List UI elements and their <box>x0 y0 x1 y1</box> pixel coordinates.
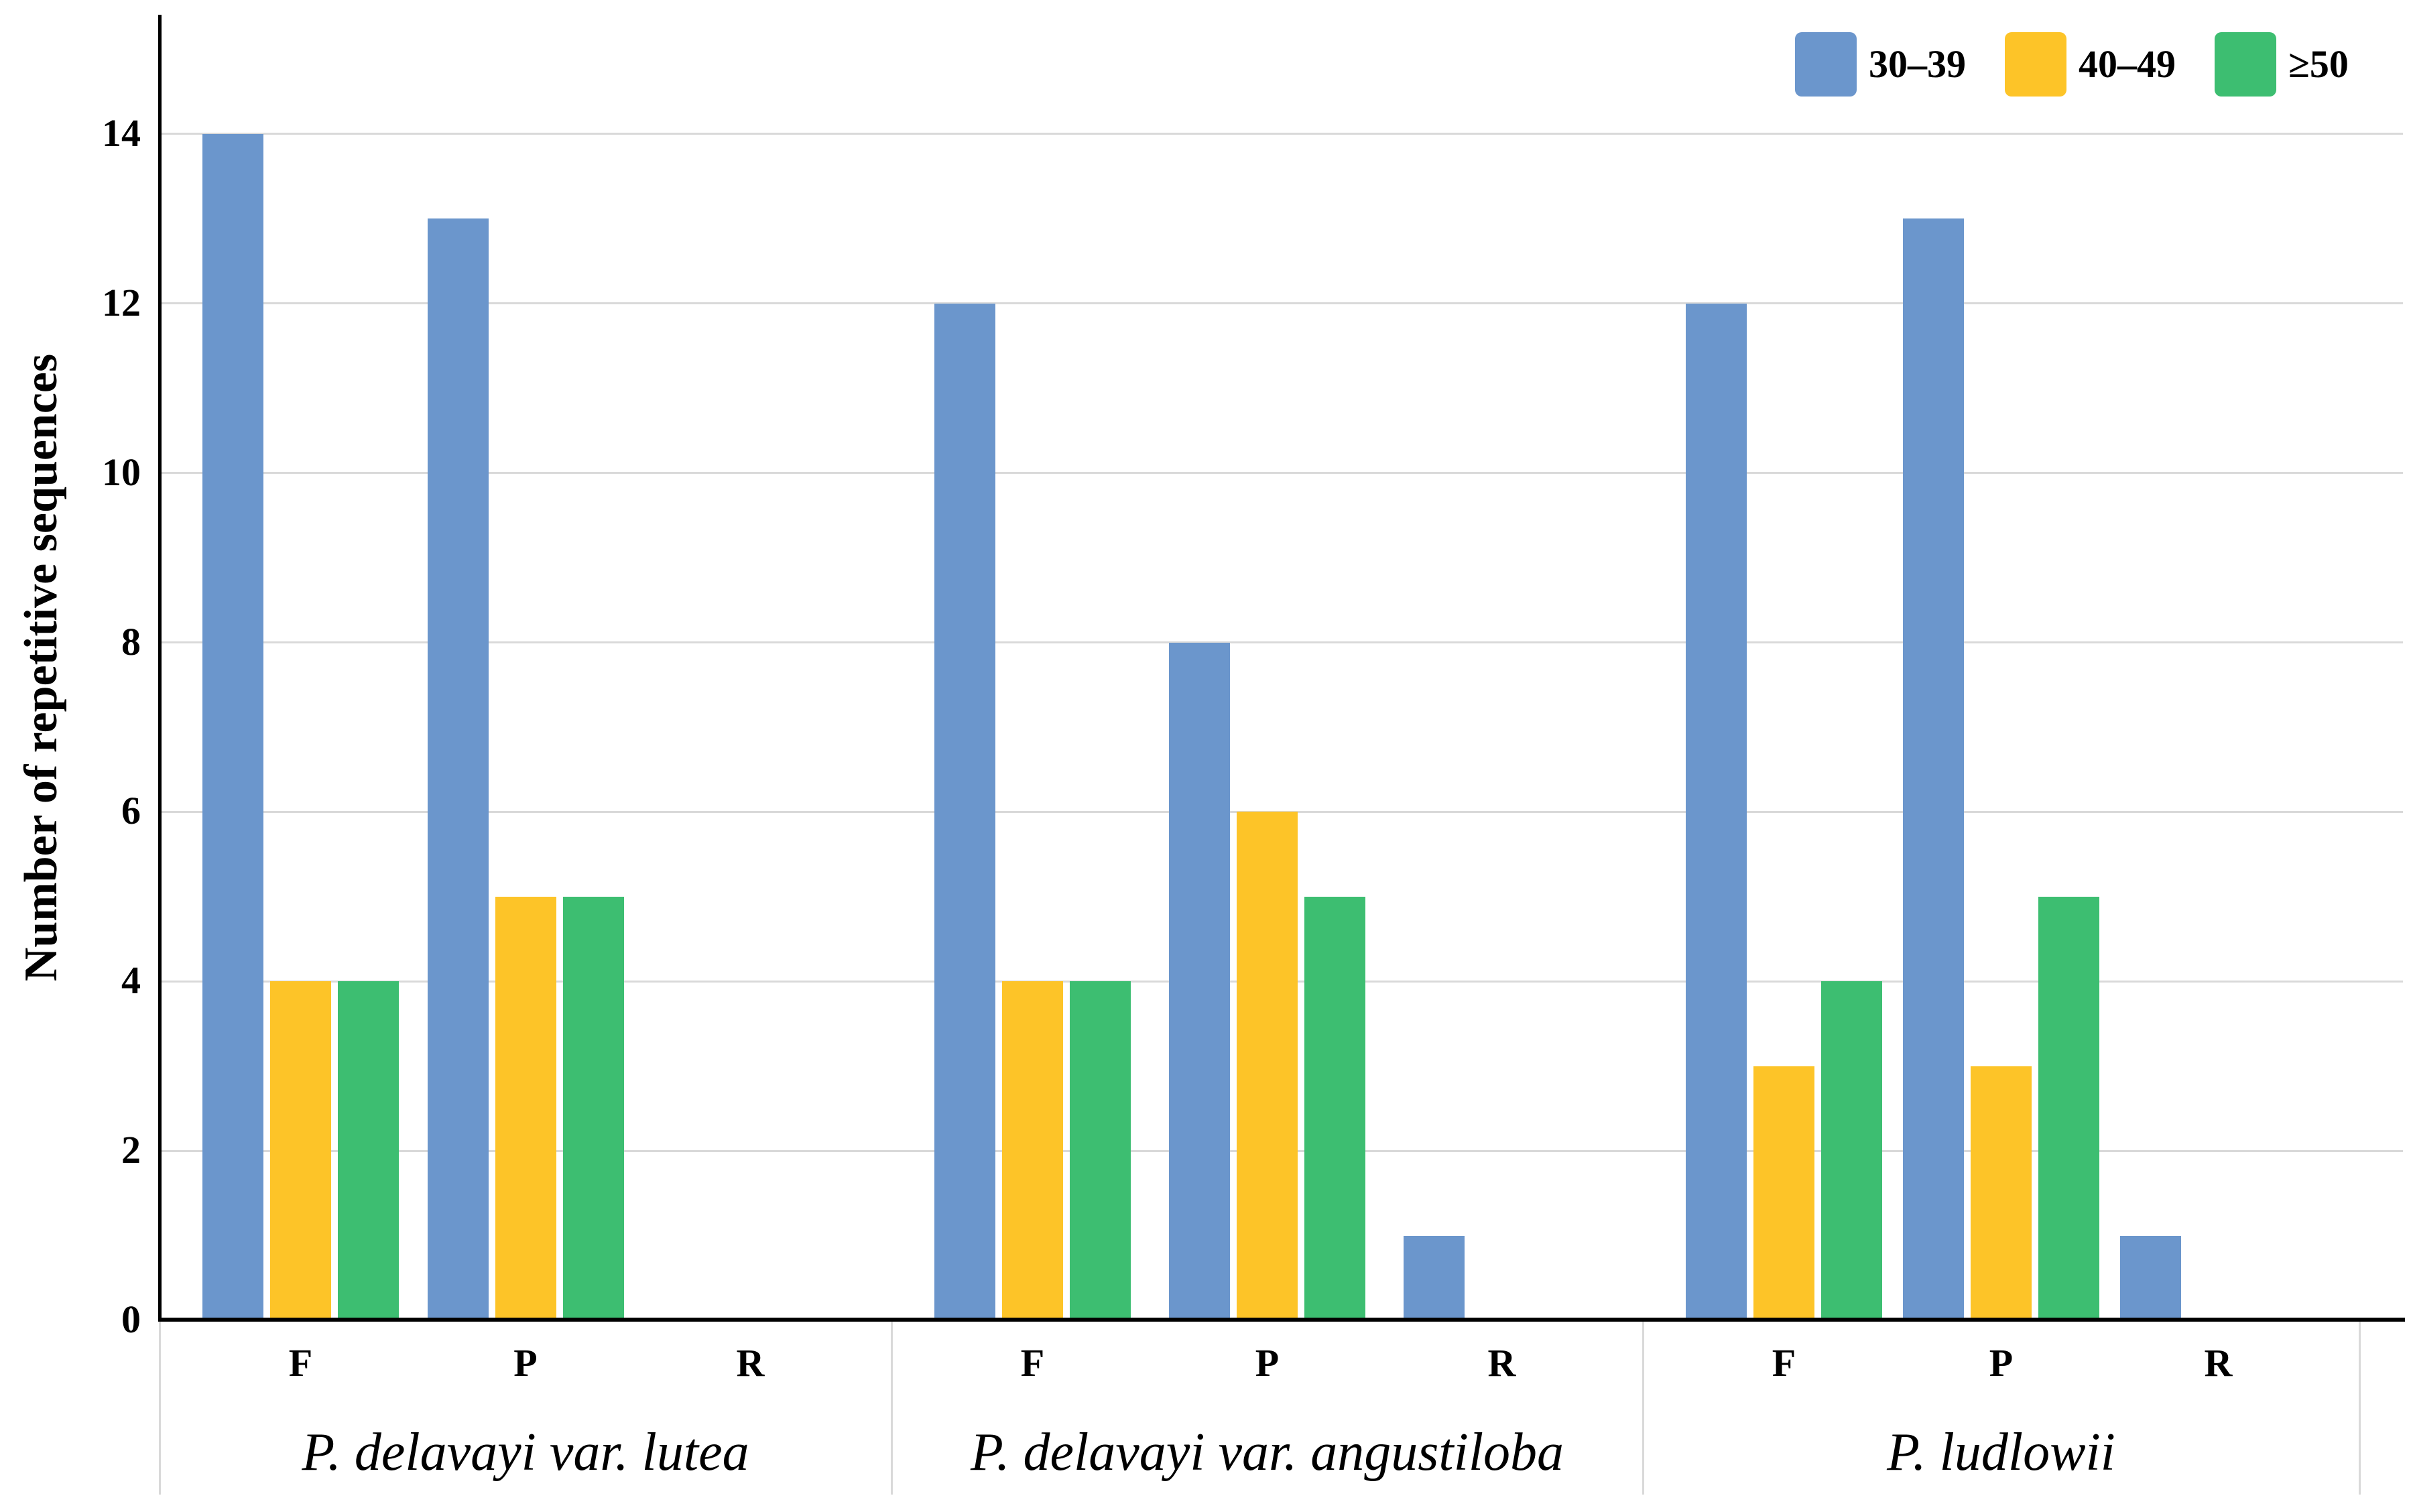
legend-item: ≥50 <box>2215 32 2349 97</box>
category-separator <box>891 1320 893 1495</box>
bar <box>1686 303 1747 1320</box>
gridline <box>160 472 2403 475</box>
group-label: P. ludlowii <box>1887 1423 2115 1482</box>
bar <box>1304 896 1365 1320</box>
bar <box>202 133 263 1320</box>
category-label: P <box>1989 1341 2014 1385</box>
gridline <box>160 302 2403 305</box>
bar <box>1903 218 1964 1320</box>
category-label: R <box>2204 1341 2233 1385</box>
bar <box>338 981 399 1320</box>
legend-label: ≥50 <box>2288 42 2349 86</box>
y-axis-line <box>158 15 162 1322</box>
gridline <box>160 133 2403 135</box>
legend-swatch <box>2005 32 2066 97</box>
category-label: F <box>1020 1341 1045 1385</box>
bar <box>1821 981 1882 1320</box>
category-separator <box>159 1320 161 1495</box>
category-label: P <box>1255 1341 1280 1385</box>
bar <box>495 896 556 1320</box>
bar <box>1753 1066 1814 1320</box>
legend-item: 30–39 <box>1795 32 1966 97</box>
legend-item: 40–49 <box>2005 32 2176 97</box>
bar <box>427 218 489 1320</box>
category-separator <box>2359 1320 2361 1495</box>
legend-swatch <box>1795 32 1857 97</box>
gridline <box>160 641 2403 644</box>
bar <box>1169 642 1230 1320</box>
bar <box>1002 981 1063 1320</box>
y-tick-label: 0 <box>121 1297 141 1341</box>
bar <box>270 981 331 1320</box>
y-tick-label: 6 <box>121 789 141 833</box>
y-tick-label: 10 <box>102 450 141 494</box>
category-label: F <box>1772 1341 1796 1385</box>
bar <box>562 896 624 1320</box>
y-tick-label: 14 <box>102 111 141 155</box>
group-label: P. delavayi var. angustiloba <box>970 1423 1564 1482</box>
bar <box>1404 1235 1465 1320</box>
bar <box>1070 981 1131 1320</box>
bar <box>1971 1066 2032 1320</box>
bar <box>2120 1235 2181 1320</box>
legend-label: 40–49 <box>2079 42 2176 86</box>
category-label: R <box>736 1341 765 1385</box>
y-tick-label: 2 <box>121 1127 141 1172</box>
x-axis-line <box>158 1318 2405 1322</box>
y-tick-label: 12 <box>102 280 141 324</box>
legend-swatch <box>2215 32 2276 97</box>
group-label: P. delavayi var. lutea <box>302 1423 749 1482</box>
category-separator <box>1642 1320 1644 1495</box>
bar <box>1237 812 1298 1320</box>
y-tick-label: 8 <box>121 619 141 664</box>
legend: 30–39 40–49 ≥50 <box>1795 32 2349 97</box>
category-label: F <box>288 1341 313 1385</box>
bar <box>2038 896 2099 1320</box>
y-axis-title: Number of repetitive sequences <box>15 353 67 982</box>
y-tick-label: 4 <box>121 958 141 1003</box>
category-label: R <box>1487 1341 1516 1385</box>
bar <box>934 303 995 1320</box>
legend-label: 30–39 <box>1869 42 1966 86</box>
category-label: P <box>513 1341 538 1385</box>
